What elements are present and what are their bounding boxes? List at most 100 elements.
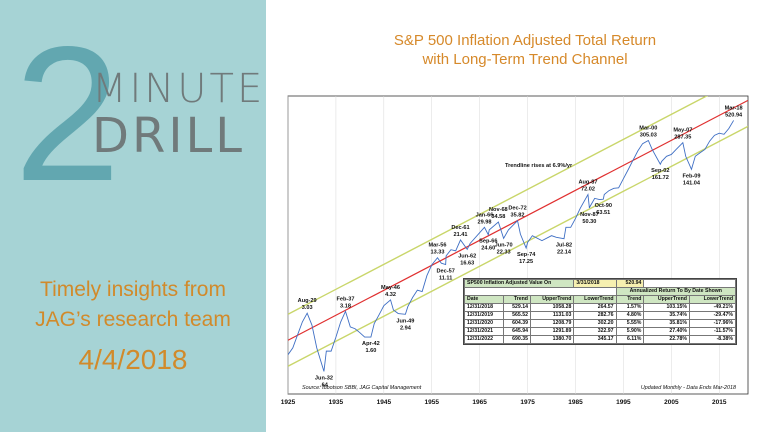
- annotation-date: Nov-68: [489, 207, 508, 213]
- x-tick-label: 1955: [425, 399, 440, 406]
- table-header-label: SP500 Inflation Adjusted Value On: [463, 279, 575, 288]
- table-cell: 6.11%: [615, 335, 645, 344]
- table-cell: 604.39: [503, 319, 531, 328]
- annotation-date: May-07: [673, 128, 692, 134]
- x-tick-label: 1925: [281, 399, 296, 406]
- table-cell: -17.96%: [688, 319, 737, 328]
- x-tick-label: 2015: [712, 399, 727, 406]
- annotation-date: Dec-72: [508, 206, 526, 212]
- table-cell: 1058.28: [529, 303, 575, 312]
- annotation-date: Jul-82: [556, 243, 572, 249]
- logo-word-minute: MINUTE: [92, 66, 266, 112]
- source-note: Source: Ibbotson SBBI, JAG Capital Manag…: [302, 385, 422, 391]
- x-tick-label: 1935: [329, 399, 344, 406]
- table-cell: 27.40%: [643, 327, 690, 336]
- chart-subtitle: with Long-Term Trend Channel: [422, 51, 628, 68]
- annotation-date: Jan-66: [476, 212, 494, 218]
- table-row: 12/31/2019 565.52 1131.03 282.76 4.80% 35.74%…: [463, 311, 737, 320]
- chart-title: S&P 500 Inflation Adjusted Total Return: [393, 32, 657, 49]
- annotation-value: 63.51: [596, 210, 610, 216]
- annotation-value: 520.94: [725, 112, 743, 118]
- table-cell: -11.57%: [688, 327, 737, 336]
- tagline-line-2: JAG’s research team: [35, 308, 231, 331]
- annotation-date: Dec-61: [451, 225, 469, 231]
- annotation-value: 2.94: [400, 325, 412, 331]
- annotation-date: Jun-49: [396, 318, 414, 324]
- table-cell: 282.76: [573, 311, 617, 320]
- table-cell: 4.80%: [615, 311, 645, 320]
- x-tick-label: 1995: [616, 399, 631, 406]
- table-cell: 35.74%: [643, 311, 690, 320]
- footer-note: Updated Monthly - Data Ends Mar-2018: [641, 385, 736, 391]
- chart-svg: Aug-293.03 Jun-32.64 Feb-373.18 Apr-421.60 M…: [281, 95, 749, 406]
- table-cell: 12/31/2019: [463, 311, 505, 320]
- annotation-value: 3.18: [340, 303, 351, 309]
- table-row: 12/31/2021 645.94 1291.89 322.97 5.90% 27.40%…: [463, 327, 737, 336]
- annotation-value: 29.98: [477, 219, 491, 225]
- trend-table: SP500 Inflation Adjusted Value On 3/31/2…: [463, 278, 737, 345]
- table-cell: 264.57: [573, 303, 617, 312]
- annotation-value: 13.33: [431, 250, 445, 256]
- table-cell: 690.35: [503, 335, 531, 344]
- upper-channel-line: [288, 96, 709, 315]
- table-cell: 1131.03: [529, 311, 575, 320]
- table-cell: 1.57%: [615, 303, 645, 312]
- table-col-ann-trend: Trend: [615, 295, 645, 304]
- annotation-date: Jun-62: [458, 253, 476, 259]
- annotation-value: 141.04: [683, 180, 701, 186]
- logo-number: 2: [14, 6, 121, 221]
- table-col-lower: LowerTrend: [573, 295, 617, 304]
- annotation-date: Apr-42: [362, 341, 380, 347]
- table-col-ann-lower: LowerTrend: [688, 295, 737, 304]
- table-cell: 1380.70: [529, 335, 575, 344]
- annotation-value: .64: [320, 382, 329, 388]
- annotation-value: 161.72: [652, 175, 669, 181]
- x-tick-label: 2005: [664, 399, 679, 406]
- annotation-date: Feb-09: [682, 173, 700, 179]
- x-tick-label: 1985: [568, 399, 583, 406]
- table-cell: 5.55%: [615, 319, 645, 328]
- table-cell: -8.38%: [688, 335, 737, 344]
- annotation-date: Sep-02: [651, 168, 669, 174]
- annotation-value: 22.14: [557, 250, 572, 256]
- annotation-date: Jun-70: [495, 242, 513, 248]
- annotation-value: 34.58: [491, 214, 505, 220]
- annotation-date: Mar-00: [639, 125, 657, 131]
- annotation-value: 11.11: [439, 276, 452, 282]
- annotation-date: Mar-56: [428, 243, 446, 249]
- annotations: Aug-293.03 Jun-32.64 Feb-373.18 Apr-421.60 M…: [298, 105, 743, 388]
- x-tick-label: 1975: [520, 399, 535, 406]
- table-cell: -29.47%: [688, 311, 737, 320]
- table-cell: 5.90%: [615, 327, 645, 336]
- table-cell: 12/31/2021: [463, 327, 505, 336]
- annotation-date: Jun-32: [315, 375, 333, 381]
- annotation-date: Sep-74: [517, 252, 536, 258]
- tagline-line-1: Timely insights from: [40, 278, 226, 301]
- table-col-upper: UpperTrend: [529, 295, 575, 304]
- table-cell: 345.17: [573, 335, 617, 344]
- annotation-value: 50.30: [582, 219, 596, 225]
- table-row: 12/31/2020 604.39 1208.79 302.20 5.55% 35.81%…: [463, 319, 737, 328]
- x-tick-label: 1965: [472, 399, 487, 406]
- logo-word-drill: DRILL: [92, 108, 245, 164]
- annotation-value: 72.02: [581, 187, 595, 193]
- annotation-value: 1.60: [365, 348, 376, 354]
- table-col-ann-upper: UpperTrend: [643, 295, 690, 304]
- table-body: 12/31/2018 529.14 1058.28 264.57 1.57% 103.15…: [463, 303, 737, 344]
- annotation-value: 305.03: [640, 132, 657, 138]
- annotation-date: Mar-18: [725, 105, 743, 111]
- table-col-date: Date: [463, 295, 505, 304]
- left-brand-panel: 2 MINUTE DRILL Timely insights from JAG’…: [0, 0, 266, 432]
- annotation-date: Aug-29: [298, 298, 317, 304]
- table-cell: 22.78%: [643, 335, 690, 344]
- table-cell: 1208.79: [529, 319, 575, 328]
- annotation-date: Oct-90: [595, 203, 612, 209]
- trend-line: [288, 99, 748, 341]
- table-cell: 322.97: [573, 327, 617, 336]
- annotation-value: 287.35: [674, 135, 691, 141]
- annotation-date: Sep-66: [479, 239, 497, 245]
- annotation-value: 17.25: [519, 259, 533, 265]
- annotation-value: 16.63: [460, 260, 474, 266]
- table-cell: 12/31/2018: [463, 303, 505, 312]
- table-cell: 12/31/2020: [463, 319, 505, 328]
